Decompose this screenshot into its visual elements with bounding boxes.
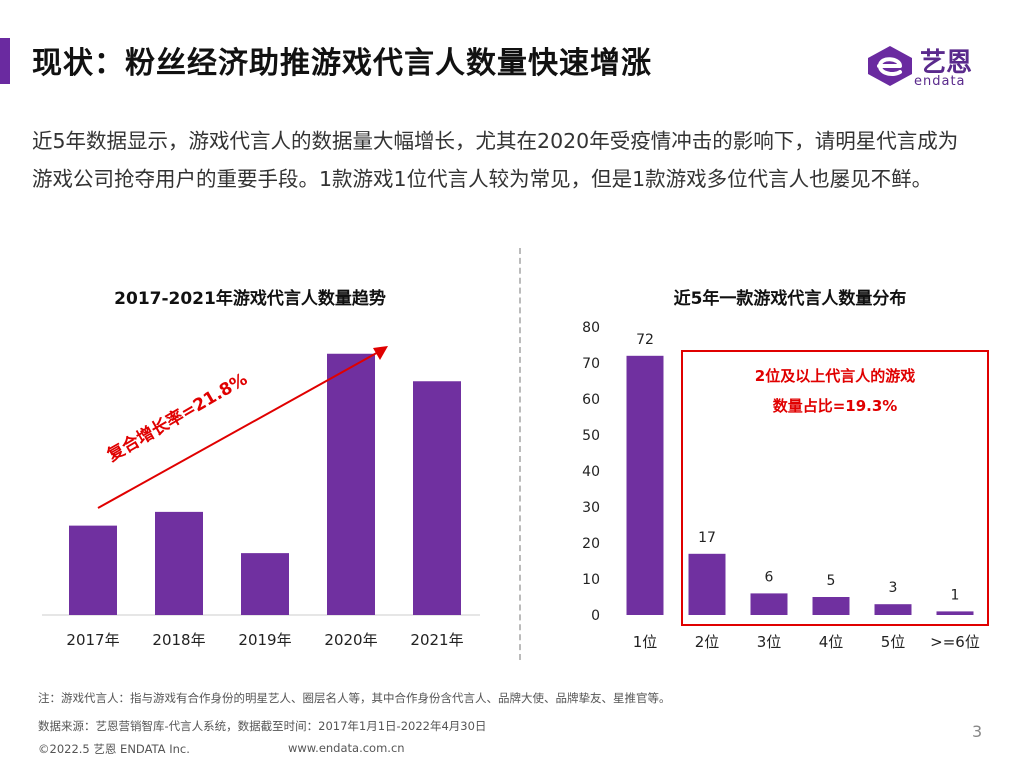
y-tick-label: 70: [582, 356, 600, 372]
y-tick-label: 40: [582, 464, 600, 480]
bar-3位: [750, 593, 788, 615]
bar-4: [327, 353, 375, 615]
endata-logo-icon: [868, 46, 912, 86]
title-accent-bar: [0, 38, 10, 84]
chart-divider: [519, 248, 521, 660]
x-tick-label: 2021年: [410, 631, 463, 649]
growth-arrow-line: [97, 349, 383, 509]
bar-5: [413, 381, 461, 615]
endata-logo: 艺恩 endata: [862, 42, 992, 94]
intro-paragraph: 近5年数据显示，游戏代言人的数据量大幅增长，尤其在2020年受疫情冲击的影响下，…: [32, 129, 959, 191]
page-title: 现状：粉丝经济助推游戏代言人数量快速增涨: [32, 46, 652, 81]
footnote: 注：游戏代言人：指与游戏有合作身份的明星艺人、圈层名人等，其中合作身份含代言人、…: [38, 691, 671, 705]
y-tick-label: 10: [582, 572, 600, 588]
logo-subtext: endata: [914, 74, 966, 89]
bar-1: [69, 525, 117, 615]
copyright: ©2022.5 艺恩 ENDATA Inc.: [38, 742, 190, 756]
left-chart-title: 2017-2021年游戏代言人数量趋势: [114, 289, 386, 309]
highlight-annotation-line1: 2位及以上代言人的游戏: [755, 367, 915, 385]
x-tick-label: 4位: [819, 633, 844, 651]
growth-rate-annotation: 复合增长率=21.8%: [103, 369, 251, 467]
data-source: 数据来源：艺恩营销智库-代言人系统，数据截至时间：2017年1月1日-2022年…: [38, 719, 487, 733]
data-label: 1: [951, 587, 960, 603]
x-tick-label: 5位: [881, 633, 906, 651]
x-tick-label: 1位: [633, 633, 658, 651]
y-tick-label: 30: [582, 500, 600, 516]
bar-1位: [626, 355, 664, 615]
x-tick-label: 2位: [695, 633, 720, 651]
data-label: 6: [765, 569, 774, 585]
x-tick-label: 2020年: [324, 631, 377, 649]
logo-text: 艺恩: [920, 48, 973, 78]
y-tick-label: 20: [582, 536, 600, 552]
data-label: 72: [636, 332, 654, 348]
distribution-chart: 0 10 20 30 40 50 60 70 80 72 1位 17 2位 6 3位 5 4位 3 5位 1 >=6位 2…: [582, 320, 989, 651]
bar->=6位: [936, 611, 974, 615]
x-tick-label: 2017年: [66, 631, 119, 649]
bar-4位: [812, 597, 850, 615]
y-tick-label: 50: [582, 428, 600, 444]
x-tick-label: 3位: [757, 633, 782, 651]
y-tick-label: 60: [582, 392, 600, 408]
x-tick-label: 2019年: [238, 631, 291, 649]
growth-arrow-head: [373, 346, 388, 360]
page-number: 3: [972, 722, 983, 741]
bar-5位: [874, 604, 912, 615]
highlight-box: [681, 350, 989, 626]
bar-2位: [688, 553, 726, 615]
right-chart-title: 近5年一款游戏代言人数量分布: [673, 289, 907, 309]
x-tick-label: >=6位: [930, 633, 980, 651]
x-tick-label: 2018年: [152, 631, 205, 649]
website-link[interactable]: www.endata.com.cn: [288, 741, 405, 755]
y-tick-label: 80: [582, 320, 600, 336]
bar-2: [155, 511, 203, 615]
highlight-annotation-line2: 数量占比=19.3%: [773, 397, 898, 415]
data-label: 3: [889, 580, 898, 596]
data-label: 5: [827, 573, 836, 589]
trend-chart: 2017年 2018年 2019年 2020年 2021年 复合增长率=21.8%: [42, 346, 480, 649]
data-label: 17: [698, 530, 716, 546]
bar-3: [241, 553, 289, 615]
y-tick-label: 0: [591, 608, 600, 624]
